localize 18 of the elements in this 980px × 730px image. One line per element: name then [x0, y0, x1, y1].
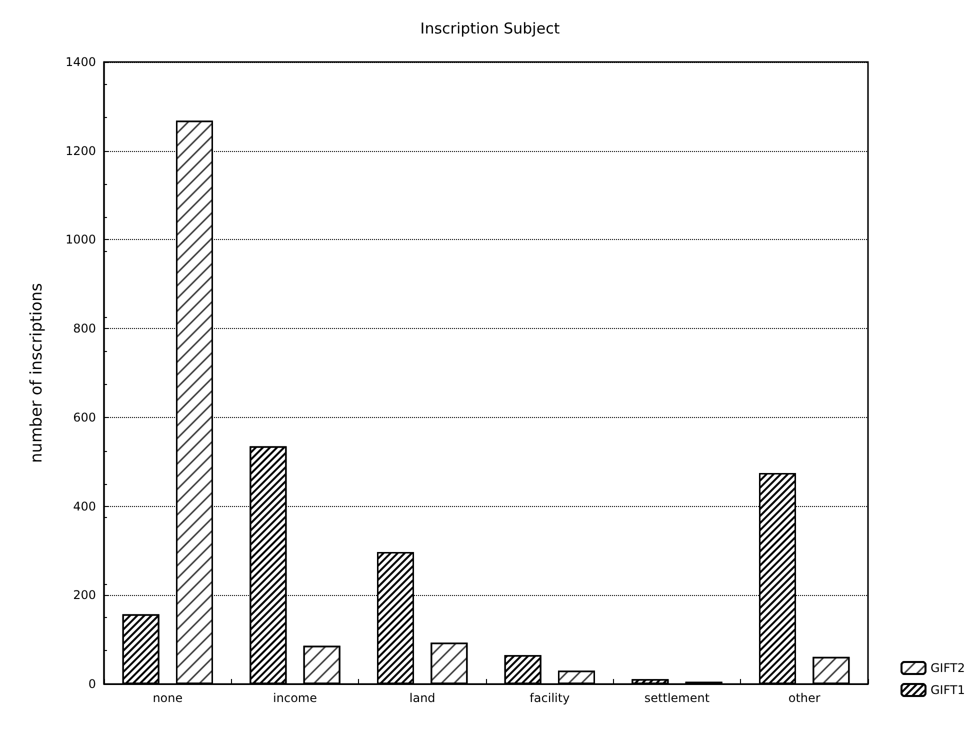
y-tick-label: 1400	[65, 55, 96, 69]
y-tick-label: 0	[88, 677, 96, 691]
x-tick-label: other	[788, 691, 820, 705]
y-tick-label: 800	[73, 322, 96, 336]
y-tick-label: 400	[73, 499, 96, 514]
x-tick-label: land	[409, 691, 436, 705]
legend-label: GIFT1	[930, 683, 966, 697]
x-tick-label: settlement	[644, 691, 710, 705]
x-tick-label: none	[152, 691, 183, 705]
x-tick-label: income	[273, 691, 317, 705]
y-tick-label: 200	[73, 588, 96, 602]
x-tick-label: facility	[530, 691, 570, 705]
y-tick-label: 600	[73, 410, 96, 424]
legend-label: GIFT2	[930, 661, 966, 675]
y-tick-label: 1000	[65, 232, 96, 247]
chart-title: Inscription Subject	[420, 20, 560, 38]
y-tick-label: 1200	[65, 144, 96, 158]
y-axis-title: number of inscriptions	[26, 283, 46, 463]
